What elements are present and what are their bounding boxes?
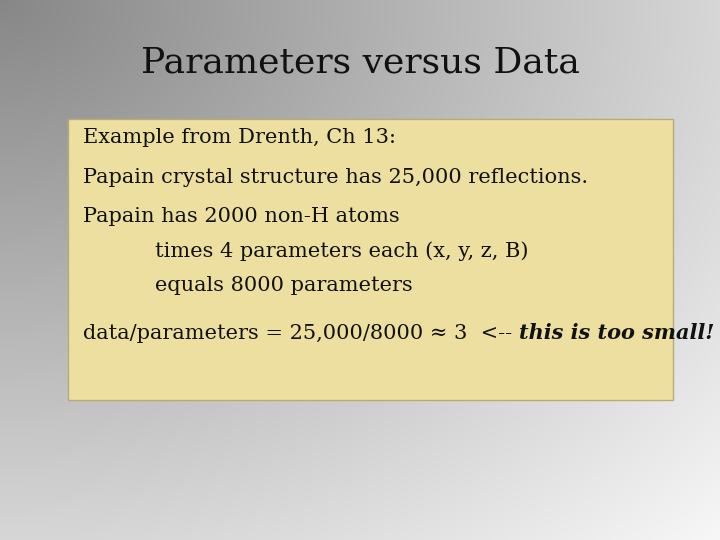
Text: this is too small!: this is too small! <box>518 323 714 343</box>
Text: times 4 parameters each (x, y, z, B): times 4 parameters each (x, y, z, B) <box>155 241 528 261</box>
FancyBboxPatch shape <box>68 119 673 400</box>
Text: Parameters versus Data: Parameters versus Data <box>140 45 580 79</box>
Text: data/parameters = 25,000/8000 ≈ 3  <--: data/parameters = 25,000/8000 ≈ 3 <-- <box>83 323 518 343</box>
Text: equals 8000 parameters: equals 8000 parameters <box>155 276 413 295</box>
Text: Example from Drenth, Ch 13:: Example from Drenth, Ch 13: <box>83 128 396 147</box>
Text: Papain has 2000 non-H atoms: Papain has 2000 non-H atoms <box>83 207 400 226</box>
Text: Papain crystal structure has 25,000 reflections.: Papain crystal structure has 25,000 refl… <box>83 167 588 187</box>
